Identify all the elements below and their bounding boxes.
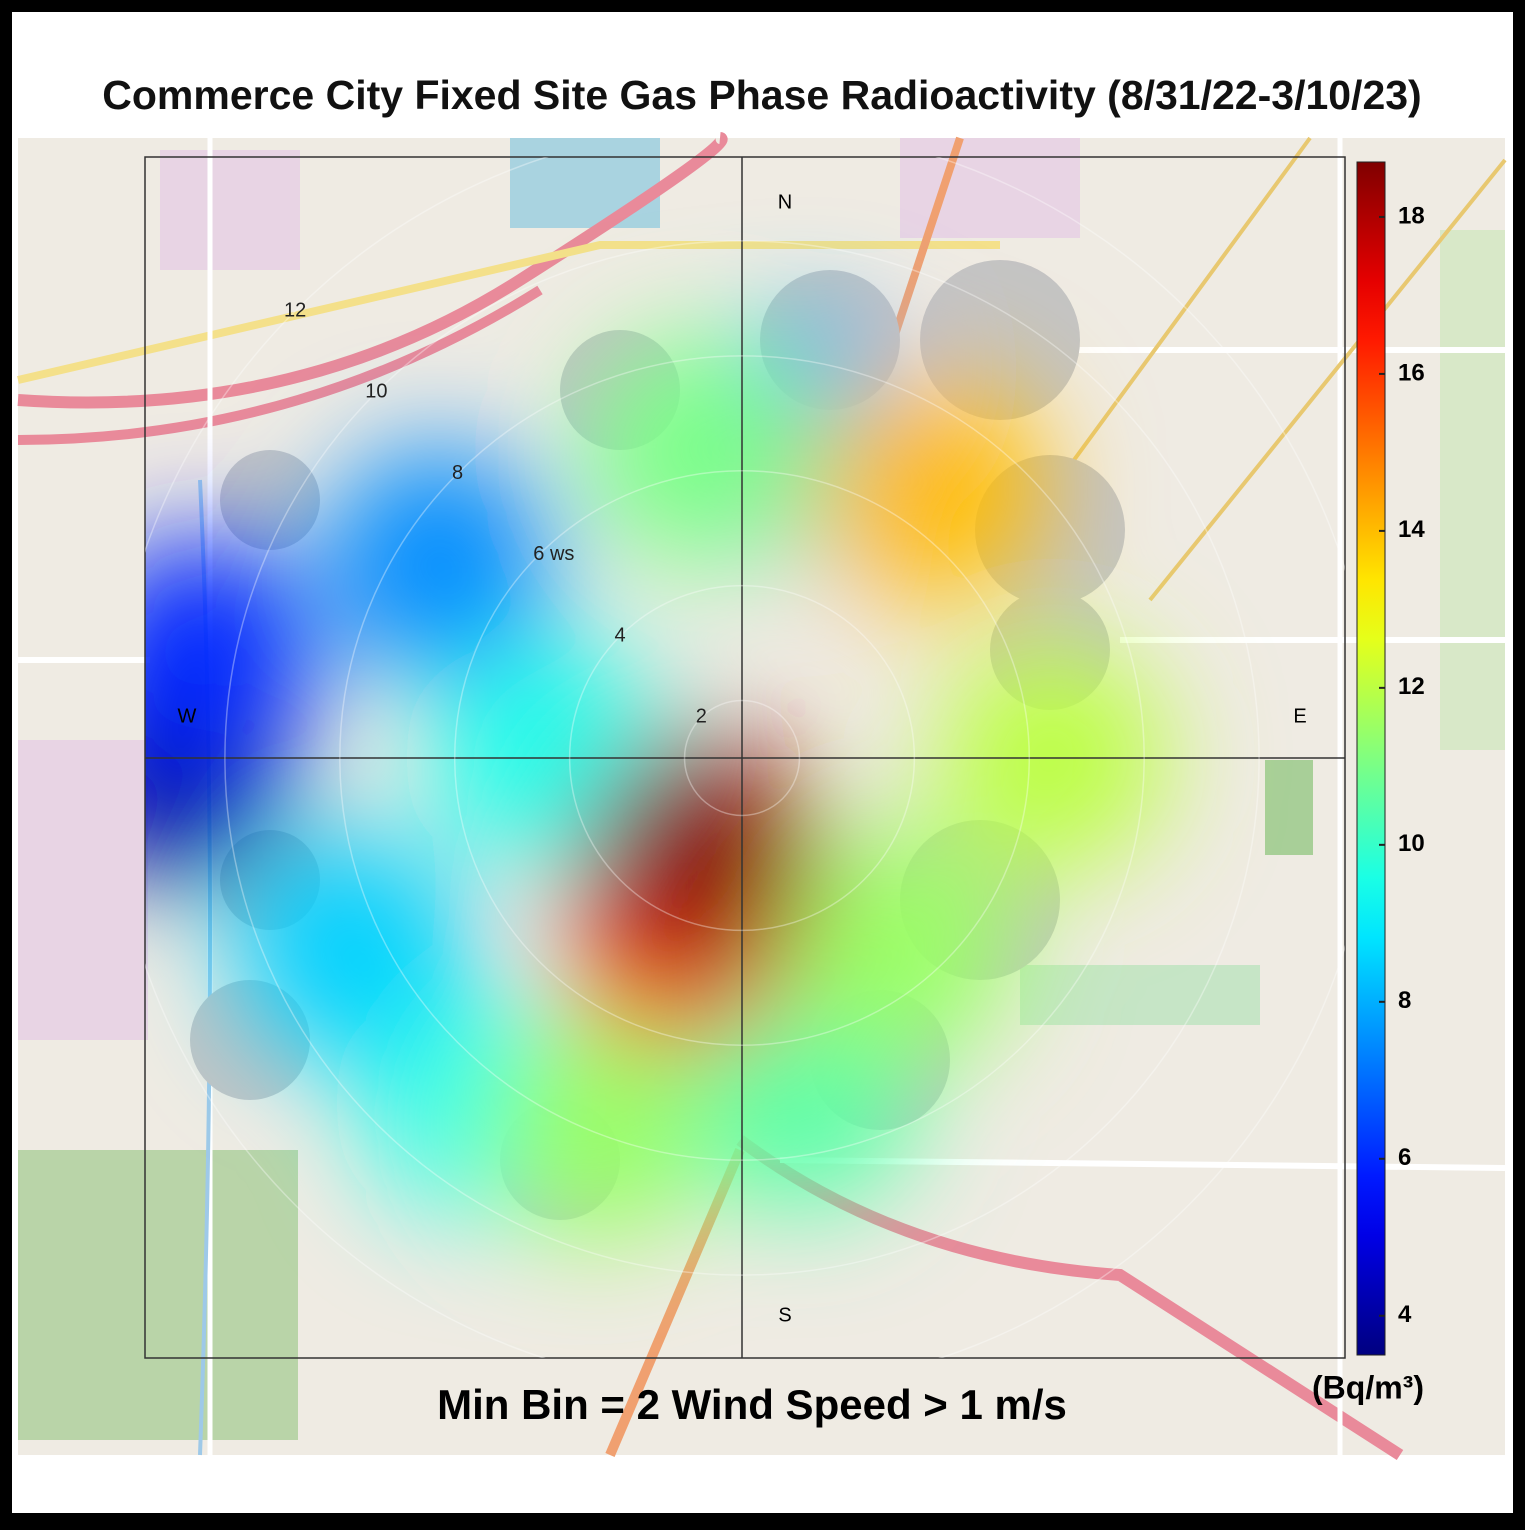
r-tick-label: 2 (696, 706, 707, 728)
r-tick-label: 4 (615, 624, 626, 646)
heatmap (145, 322, 1168, 1244)
colorbar-tick-label: 12 (1398, 673, 1425, 700)
grid-ring (339, 355, 1145, 1161)
grid-ring (224, 240, 1260, 1276)
colorbar (1356, 161, 1386, 1356)
colorbar-tick-label: 18 (1398, 202, 1425, 229)
heat-cell (583, 335, 814, 566)
heat-cell (145, 537, 316, 768)
heat-cell (584, 737, 815, 968)
heat-cell (484, 1013, 715, 1244)
r-tick-label: 6 ws (533, 543, 574, 565)
grid-ring (453, 469, 1031, 1047)
r-tick-label: 10 (365, 381, 387, 403)
compass-label: N (778, 191, 792, 213)
footer-note: Min Bin = 2 Wind Speed > 1 m/s (437, 1381, 1067, 1428)
colorbar-tick-label: 6 (1398, 1144, 1411, 1171)
heat-cell (785, 832, 1016, 1063)
compass-label: S (778, 1304, 791, 1326)
chart-title: Commerce City Fixed Site Gas Phase Radio… (102, 72, 1421, 118)
colorbar-tick-label: 4 (1398, 1301, 1412, 1328)
colorbar-tick-label: 8 (1398, 987, 1411, 1014)
compass-label: W (178, 705, 197, 727)
colorbar-tick-label: 16 (1398, 359, 1425, 386)
heat-cell (323, 445, 554, 676)
r-tick-label: 8 (452, 462, 463, 484)
heat-cell (814, 374, 1045, 605)
grid-ring (683, 699, 801, 817)
colorbar-tick-label: 14 (1398, 516, 1425, 543)
r-tick-label: 12 (284, 299, 306, 321)
grid-ring (568, 584, 916, 932)
heat-cell (234, 834, 465, 1065)
colorbar-tick-label: 10 (1398, 830, 1425, 857)
colorbar-label: (Bq/m³) (1312, 1369, 1424, 1405)
compass-label: E (1293, 705, 1306, 727)
